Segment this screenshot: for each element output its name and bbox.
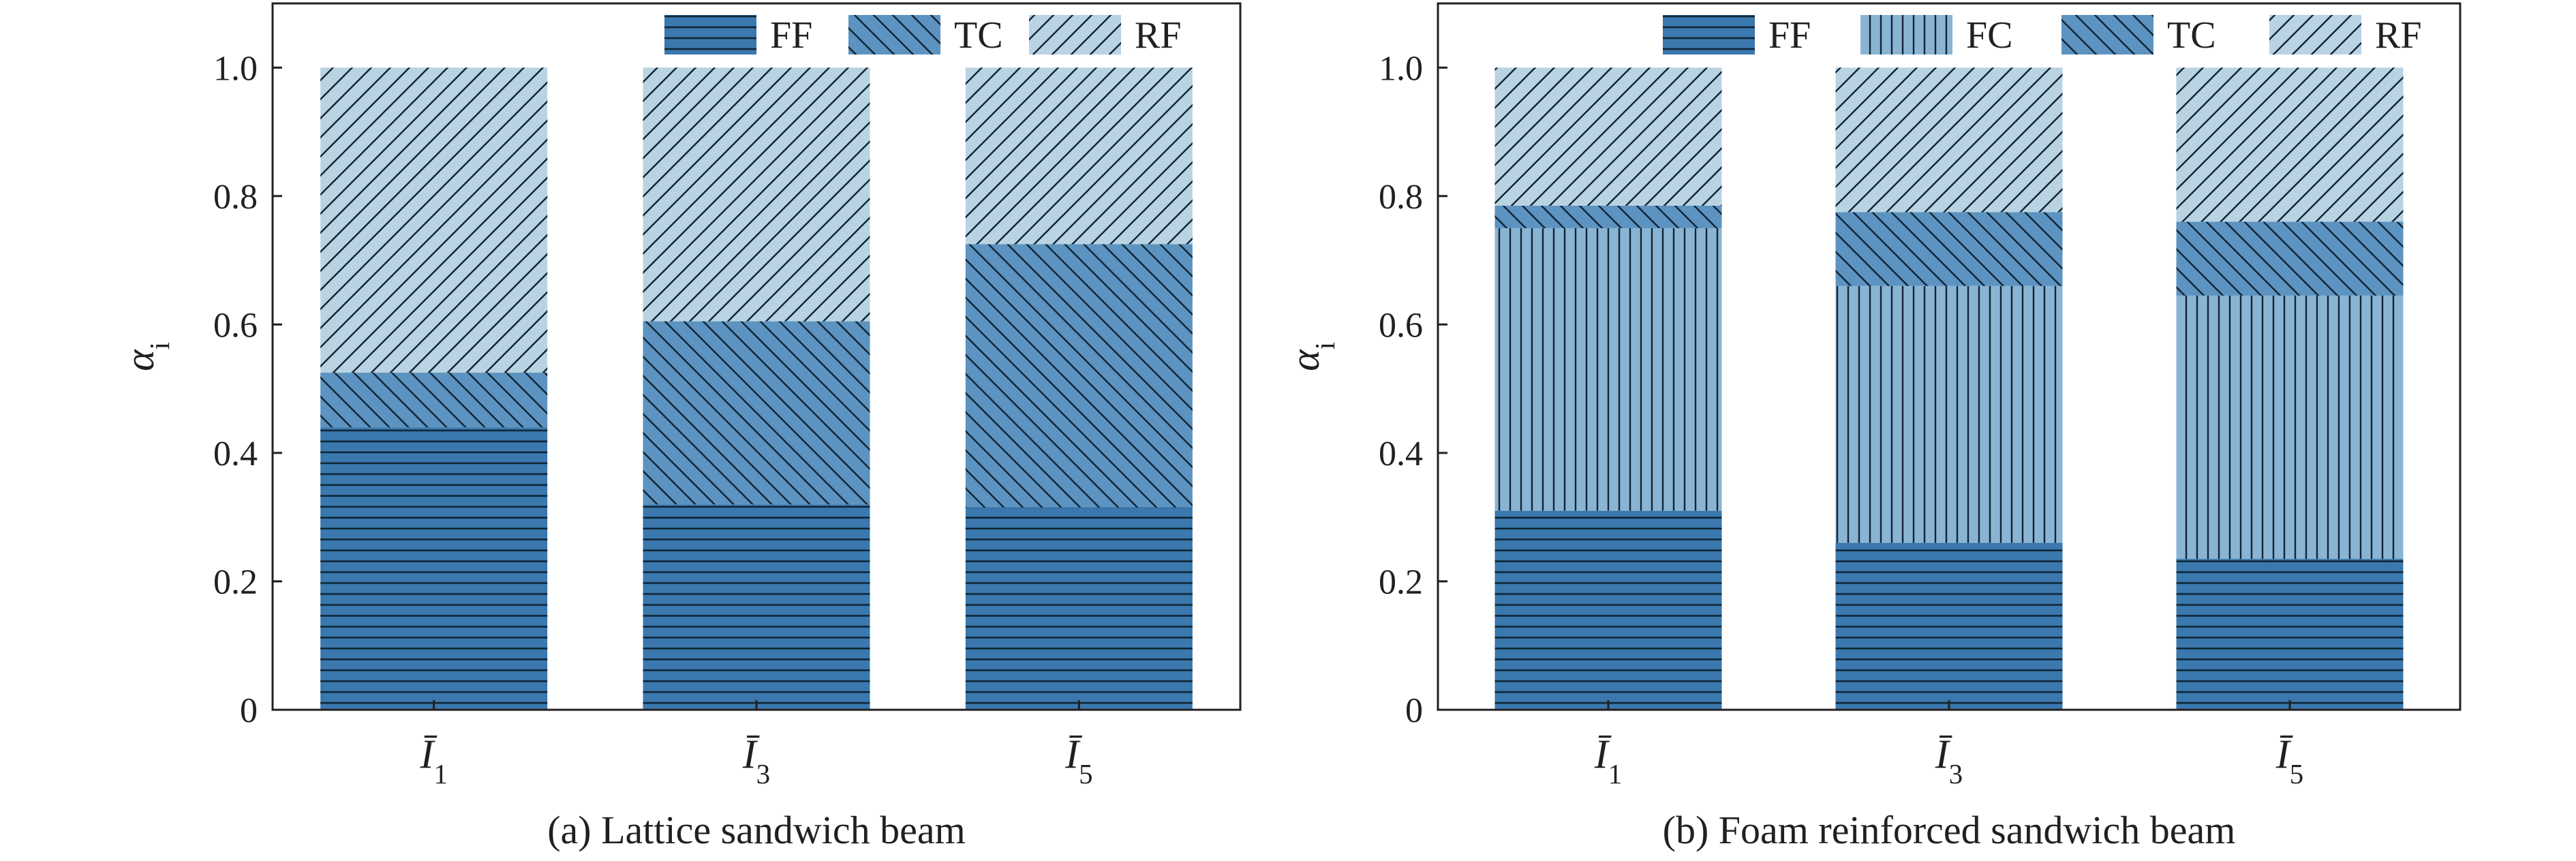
x-tick-label: Ī3 bbox=[742, 732, 770, 789]
legend-swatch-hatch bbox=[1860, 15, 1952, 54]
bar-hatch-rf-2 bbox=[643, 67, 870, 322]
legend-label-ff: FF bbox=[770, 14, 812, 57]
legend-label-tc: TC bbox=[2167, 14, 2216, 57]
bar-hatch-ff-2 bbox=[643, 504, 870, 710]
legend-swatch-hatch bbox=[848, 15, 940, 54]
bar-hatch-fc-1 bbox=[1494, 228, 1722, 511]
figure-caption: (a) Lattice sandwich beam bbox=[547, 808, 966, 852]
bar-hatch-tc-1 bbox=[1494, 205, 1722, 228]
legend: FF FC TC RF bbox=[1663, 14, 2422, 57]
legend-swatch-hatch bbox=[2061, 15, 2153, 54]
bar-hatch-ff-2 bbox=[1835, 542, 2063, 710]
y-tick-label: 0.4 bbox=[213, 435, 258, 473]
bar-hatch-rf-1 bbox=[1494, 67, 1722, 206]
legend-swatch-hatch bbox=[2269, 15, 2361, 54]
y-axis-label: αi bbox=[117, 342, 175, 371]
y-tick-label: 0.2 bbox=[213, 563, 258, 601]
x-tick-label: Ī1 bbox=[419, 732, 447, 789]
bar-hatch-ff-3 bbox=[965, 507, 1193, 710]
legend-swatch-hatch bbox=[1663, 15, 1755, 54]
y-tick-label: 1.0 bbox=[1379, 49, 1423, 88]
x-tick-label: Ī5 bbox=[1064, 732, 1092, 789]
y-tick-label: 0.6 bbox=[213, 306, 258, 345]
bar-hatch-fc-3 bbox=[2176, 295, 2404, 559]
chart-panel-b: 0 0.2 0.4 0.6 0.8 1.0 Ī1 Ī3 Ī5 αi FF FC TC RF (b) Foam… bbox=[1283, 2, 2462, 852]
y-tick-label: 1.0 bbox=[213, 49, 258, 88]
x-tick-label: Ī5 bbox=[2275, 732, 2303, 789]
legend-label-rf: RF bbox=[2375, 14, 2422, 57]
bar-hatch-rf-1 bbox=[320, 67, 548, 373]
y-tick-label: 0.2 bbox=[1379, 563, 1423, 601]
bar-hatch-tc-2 bbox=[643, 321, 870, 505]
x-tick-label: Ī1 bbox=[1594, 732, 1622, 789]
bar-hatch-rf-3 bbox=[2176, 67, 2404, 222]
bar-hatch-ff-3 bbox=[2176, 559, 2404, 710]
legend: FF TC RF bbox=[664, 14, 1182, 57]
legend-label-tc: TC bbox=[954, 14, 1003, 57]
y-tick-label: 0.6 bbox=[1379, 306, 1423, 345]
bar-hatch-rf-3 bbox=[965, 67, 1193, 245]
bar-hatch-fc-2 bbox=[1835, 285, 2063, 543]
y-tick-label: 0 bbox=[1405, 691, 1423, 730]
bar-hatch-tc-3 bbox=[965, 244, 1193, 508]
bar-hatch-rf-2 bbox=[1835, 67, 2063, 213]
bar-hatch-tc-1 bbox=[320, 373, 548, 428]
x-tick-label: Ī3 bbox=[1935, 732, 1963, 789]
legend-label-ff: FF bbox=[1768, 14, 1811, 57]
figure-caption: (b) Foam reinforced sandwich beam bbox=[1663, 808, 2236, 852]
bar-hatch-ff-1 bbox=[320, 427, 548, 710]
y-axis-label: αi bbox=[1283, 342, 1340, 371]
y-tick-label: 0.8 bbox=[213, 178, 258, 217]
bar-hatch-ff-1 bbox=[1494, 510, 1722, 710]
y-tick-label: 0.8 bbox=[1379, 178, 1423, 217]
bar-hatch-tc-3 bbox=[2176, 221, 2404, 296]
chart-panel-a: 0 0.2 0.4 0.6 0.8 1.0 Ī1 Ī3 Ī5 αi FF TC RF (a) Lattic… bbox=[117, 2, 1242, 852]
legend-label-rf: RF bbox=[1135, 14, 1182, 57]
legend-label-fc: FC bbox=[1966, 14, 2013, 57]
bar-hatch-tc-2 bbox=[1835, 212, 2063, 286]
y-tick-label: 0.4 bbox=[1379, 435, 1423, 473]
y-tick-label: 0 bbox=[240, 691, 258, 730]
legend-swatch-hatch bbox=[664, 15, 756, 54]
legend-swatch-hatch bbox=[1029, 15, 1121, 54]
